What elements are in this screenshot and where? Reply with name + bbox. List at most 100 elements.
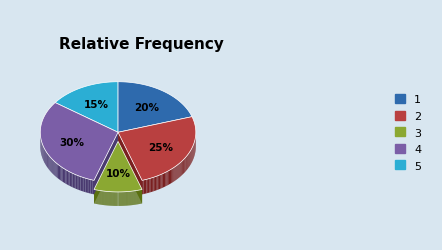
Polygon shape: [49, 156, 50, 170]
Polygon shape: [106, 192, 107, 205]
Polygon shape: [65, 170, 67, 184]
Polygon shape: [58, 164, 59, 180]
Legend: 1, 2, 3, 4, 5: 1, 2, 3, 4, 5: [396, 94, 421, 171]
Polygon shape: [107, 192, 108, 206]
Polygon shape: [168, 171, 169, 186]
Polygon shape: [187, 155, 188, 170]
Polygon shape: [175, 166, 176, 181]
Polygon shape: [163, 173, 164, 188]
Polygon shape: [190, 150, 191, 166]
Polygon shape: [94, 142, 118, 204]
Polygon shape: [102, 191, 103, 205]
Polygon shape: [138, 190, 139, 204]
Polygon shape: [87, 179, 89, 193]
Polygon shape: [181, 161, 182, 176]
Polygon shape: [152, 178, 153, 192]
Polygon shape: [129, 192, 130, 206]
Text: 25%: 25%: [149, 142, 174, 152]
Polygon shape: [85, 178, 87, 193]
Polygon shape: [60, 166, 61, 181]
Polygon shape: [116, 192, 117, 206]
Polygon shape: [70, 172, 71, 187]
Polygon shape: [192, 147, 193, 162]
Polygon shape: [130, 192, 131, 205]
Polygon shape: [77, 176, 79, 190]
Polygon shape: [144, 180, 145, 194]
Polygon shape: [118, 133, 142, 194]
Polygon shape: [148, 179, 149, 193]
Polygon shape: [84, 178, 85, 192]
Polygon shape: [186, 156, 187, 171]
Polygon shape: [40, 103, 118, 181]
Polygon shape: [96, 190, 97, 204]
Polygon shape: [136, 191, 137, 205]
Polygon shape: [82, 178, 84, 192]
Polygon shape: [184, 159, 185, 174]
Polygon shape: [55, 82, 118, 133]
Polygon shape: [50, 158, 51, 172]
Polygon shape: [117, 192, 118, 206]
Polygon shape: [118, 142, 142, 204]
Polygon shape: [189, 152, 190, 167]
Polygon shape: [121, 192, 122, 206]
Polygon shape: [123, 192, 124, 206]
Polygon shape: [118, 82, 192, 133]
Text: Relative Frequency: Relative Frequency: [59, 36, 224, 52]
Polygon shape: [164, 173, 165, 187]
Polygon shape: [165, 172, 167, 187]
Polygon shape: [157, 176, 159, 190]
Polygon shape: [111, 192, 112, 206]
Polygon shape: [145, 180, 146, 194]
Polygon shape: [95, 190, 96, 204]
Polygon shape: [188, 153, 189, 168]
Polygon shape: [133, 191, 134, 205]
Polygon shape: [191, 149, 192, 164]
Polygon shape: [149, 178, 151, 193]
Polygon shape: [79, 176, 80, 191]
Polygon shape: [172, 168, 173, 183]
Polygon shape: [64, 169, 65, 184]
Polygon shape: [44, 149, 45, 164]
Polygon shape: [126, 192, 127, 206]
Polygon shape: [100, 191, 101, 205]
Polygon shape: [91, 180, 92, 194]
Polygon shape: [131, 191, 132, 206]
Polygon shape: [94, 190, 95, 204]
Text: 15%: 15%: [84, 100, 109, 110]
Polygon shape: [132, 191, 133, 205]
Polygon shape: [47, 153, 48, 168]
Polygon shape: [169, 170, 170, 185]
Polygon shape: [142, 180, 144, 194]
Polygon shape: [56, 163, 57, 178]
Polygon shape: [76, 175, 77, 190]
Polygon shape: [42, 144, 43, 160]
Polygon shape: [53, 161, 54, 176]
Polygon shape: [94, 133, 118, 194]
Polygon shape: [173, 168, 175, 182]
Polygon shape: [179, 163, 180, 178]
Polygon shape: [74, 174, 76, 189]
Polygon shape: [71, 173, 72, 188]
Polygon shape: [139, 190, 140, 204]
Polygon shape: [134, 191, 135, 205]
Polygon shape: [48, 154, 49, 170]
Polygon shape: [97, 190, 98, 204]
Polygon shape: [127, 192, 128, 206]
Polygon shape: [110, 192, 111, 206]
Polygon shape: [52, 160, 53, 175]
Polygon shape: [112, 192, 113, 206]
Polygon shape: [178, 164, 179, 179]
Polygon shape: [43, 146, 44, 162]
Polygon shape: [141, 190, 142, 204]
Text: 20%: 20%: [134, 102, 159, 113]
Polygon shape: [115, 192, 116, 206]
Polygon shape: [109, 192, 110, 206]
Polygon shape: [167, 172, 168, 186]
Polygon shape: [140, 190, 141, 204]
Polygon shape: [61, 167, 63, 182]
Polygon shape: [156, 176, 157, 190]
Polygon shape: [108, 192, 109, 206]
Polygon shape: [45, 150, 46, 165]
Polygon shape: [46, 152, 47, 167]
Polygon shape: [59, 166, 60, 180]
